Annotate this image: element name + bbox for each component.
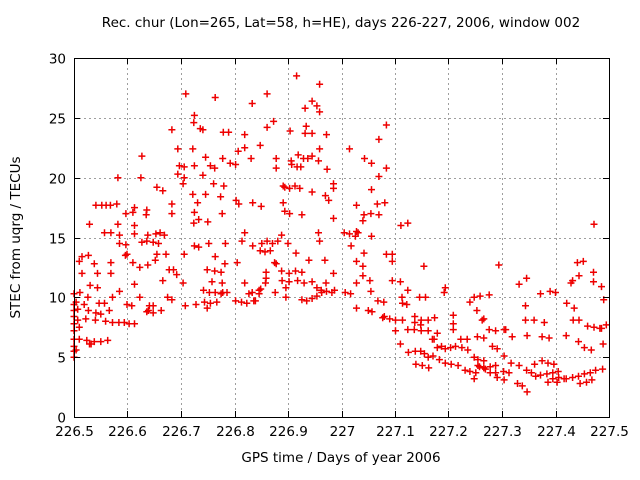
- scatter-points: [70, 72, 610, 396]
- x-tick-label: 227.2: [429, 424, 468, 440]
- grid-layer: [74, 58, 609, 417]
- x-tick-label: 226.6: [108, 424, 147, 440]
- x-tick-label: 227.5: [590, 424, 629, 440]
- y-axis-label: STEC from uqrg / TECUs: [8, 156, 24, 318]
- y-tick-label: 30: [49, 52, 66, 68]
- x-tick-label: 226.8: [216, 424, 255, 440]
- x-tick-label: 227.1: [376, 424, 415, 440]
- x-tick-label: 227.3: [483, 424, 522, 440]
- x-tick-label: 227.4: [537, 424, 576, 440]
- tick-labels-layer: 226.5 226.6 226.7 226.8 226.9 227 227.1 227.2 22…: [49, 52, 629, 441]
- points-layer: [70, 72, 610, 396]
- y-tick-label: 0: [57, 411, 66, 427]
- x-tick-label: 226.7: [162, 424, 201, 440]
- axes-layer: [74, 58, 610, 418]
- x-tick-label: 226.5: [55, 424, 94, 440]
- y-tick-label: 15: [49, 232, 66, 248]
- y-tick-label: 25: [49, 112, 66, 128]
- x-axis-label: GPS time / Days of year 2006: [241, 450, 440, 466]
- chart-title: Rec. chur (Lon=265, Lat=58, h=HE), days …: [102, 15, 580, 31]
- y-tick-label: 20: [49, 172, 66, 188]
- x-tick-label: 227: [330, 424, 356, 440]
- x-tick-label: 226.9: [269, 424, 308, 440]
- y-tick-label: 5: [57, 351, 66, 367]
- y-tick-label: 10: [49, 291, 66, 307]
